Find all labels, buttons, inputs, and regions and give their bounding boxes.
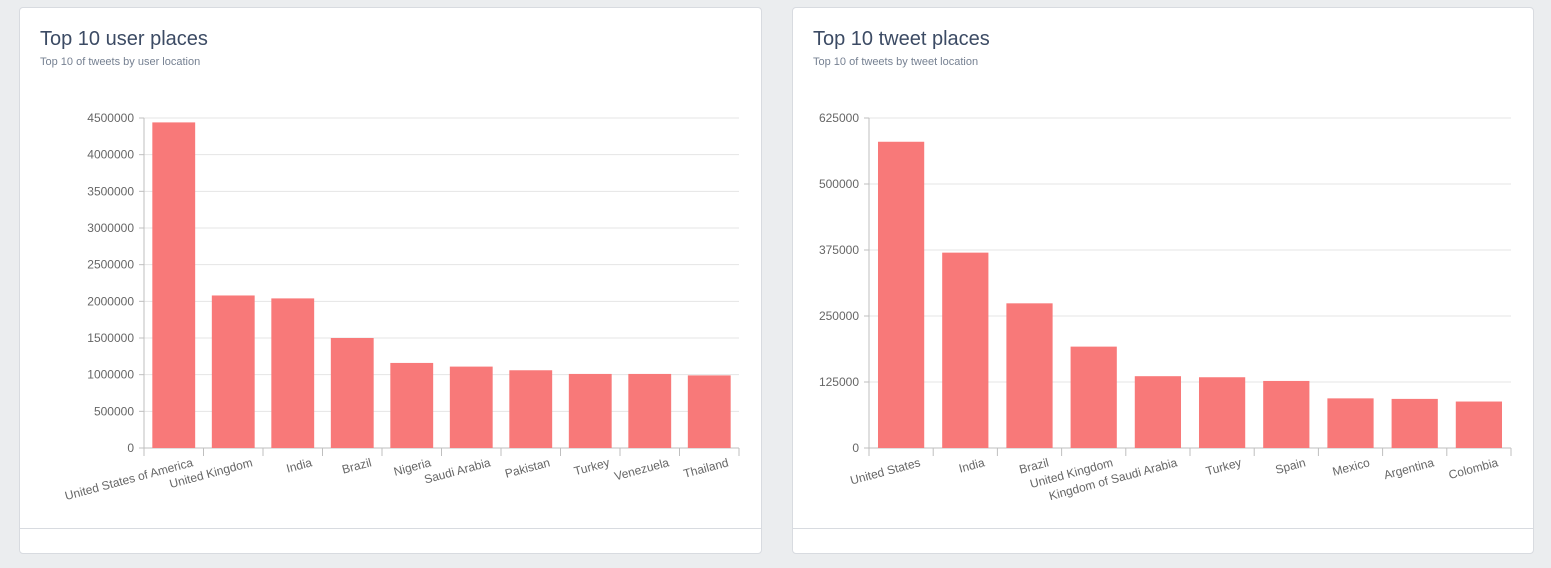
bar[interactable] — [877, 141, 925, 448]
x-category-label: Pakistan — [503, 455, 551, 480]
bar[interactable] — [568, 373, 612, 448]
y-tick-label: 3500000 — [87, 184, 134, 198]
user-places-bar-chart: 0 500000 1000000 1500000 2000000 2500000 30000… — [63, 111, 740, 503]
y-tick-label: 0 — [127, 441, 134, 455]
y-tick-label: 500000 — [94, 404, 134, 418]
user-places-card: Top 10 user places Top 10 of tweets by u… — [19, 7, 762, 554]
bar[interactable] — [1070, 346, 1117, 448]
y-tick-label: 0 — [852, 441, 859, 455]
y-tick-label: 500000 — [819, 177, 859, 191]
x-category-label: Turkey — [572, 455, 611, 478]
y-tick-label: 2500000 — [87, 258, 134, 272]
bar[interactable] — [509, 370, 553, 448]
card-title: Top 10 tweet places — [813, 28, 990, 50]
bar[interactable] — [1327, 398, 1374, 448]
y-tick-label: 4500000 — [87, 111, 134, 125]
bar[interactable] — [687, 375, 731, 448]
y-tick-label: 375000 — [819, 243, 859, 257]
y-tick-label: 1500000 — [87, 331, 134, 345]
card-subtitle: Top 10 of tweets by user location — [40, 56, 201, 68]
x-category-label: Spain — [1274, 455, 1307, 476]
x-category-label: Venezuela — [613, 455, 671, 483]
bar[interactable] — [1134, 376, 1182, 448]
y-tick-label: 625000 — [819, 111, 859, 125]
y-tick-label: 3000000 — [87, 221, 134, 235]
card-subtitle: Top 10 of tweets by tweet location — [813, 56, 979, 68]
tweet-places-card: Top 10 tweet places Top 10 of tweets by … — [792, 7, 1534, 554]
x-category-label: United States — [849, 455, 922, 487]
x-category-label: Colombia — [1447, 455, 1500, 482]
bar[interactable] — [330, 338, 374, 448]
bar[interactable] — [1391, 398, 1438, 448]
card-title: Top 10 user places — [40, 28, 208, 50]
bar[interactable] — [1455, 401, 1503, 448]
bar[interactable] — [628, 373, 672, 448]
x-category-label: Brazil — [340, 455, 373, 476]
y-tick-label: 1000000 — [87, 368, 134, 382]
x-category-label: Argentina — [1382, 455, 1436, 482]
y-tick-label: 2000000 — [87, 294, 134, 308]
x-category-label: Turkey — [1204, 455, 1243, 478]
x-category-label: Thailand — [682, 455, 730, 480]
bar[interactable] — [271, 298, 315, 448]
bar[interactable] — [152, 122, 196, 449]
y-tick-label: 125000 — [819, 375, 859, 389]
bar[interactable] — [1006, 303, 1053, 448]
y-tick-label: 250000 — [819, 309, 859, 323]
card-footer — [793, 528, 1533, 553]
x-category-label: India — [285, 455, 314, 475]
x-category-label: India — [957, 455, 986, 475]
bar[interactable] — [211, 295, 255, 448]
bar[interactable] — [1198, 377, 1246, 448]
bar[interactable] — [390, 362, 434, 448]
bar[interactable] — [449, 366, 493, 448]
x-category-label: Saudi Arabia — [423, 455, 493, 486]
tweet-places-bar-chart: 0 125000 250000 375000 500000 625000 United St… — [819, 111, 1512, 503]
bar[interactable] — [942, 252, 989, 448]
x-category-label: Mexico — [1331, 455, 1372, 478]
bar[interactable] — [1263, 380, 1310, 448]
card-footer — [20, 528, 761, 553]
y-tick-label: 4000000 — [87, 148, 134, 162]
